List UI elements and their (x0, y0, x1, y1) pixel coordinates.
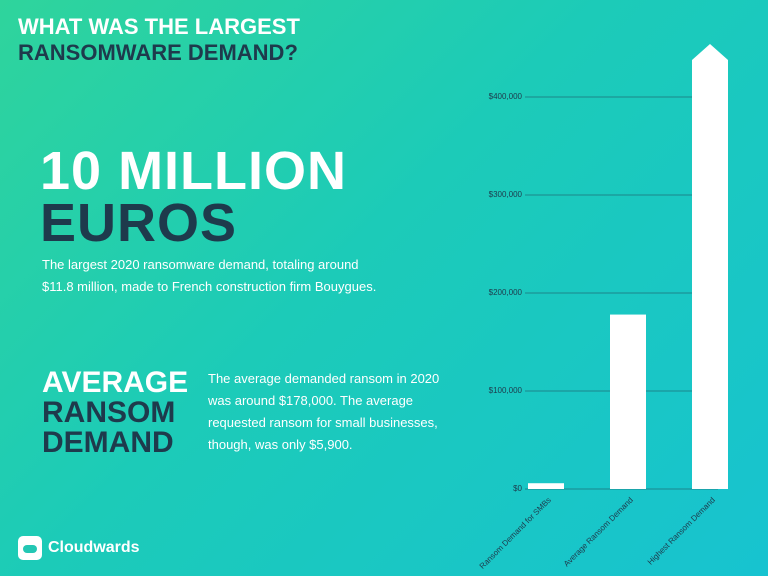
y-tick-label: $300,000 (489, 190, 523, 199)
logo-text: Cloudwards (48, 539, 140, 556)
heading: DEMAND (42, 426, 174, 459)
y-tick-label: $100,000 (489, 386, 523, 395)
plot-area (528, 44, 728, 489)
x-tick-label: Ransom Demand for SMBs (478, 496, 553, 571)
title: WHAT WAS THE LARGEST (18, 14, 300, 39)
logo-icon (18, 536, 42, 560)
y-tick-label: $200,000 (489, 288, 523, 297)
description: The average demanded ransom in 2020 was … (208, 371, 440, 452)
heading: RANSOM (42, 396, 176, 429)
description: The largest 2020 ransomware demand, tota… (42, 257, 377, 294)
x-tick-label: Highest Ransom Demand (646, 496, 717, 567)
big-stat: EUROS (40, 193, 238, 253)
big-stat: 10 MILLION (40, 141, 348, 201)
heading: AVERAGE (42, 366, 189, 399)
bar (610, 314, 646, 489)
y-tick-label: $0 (513, 484, 522, 493)
y-tick-label: $400,000 (489, 92, 523, 101)
x-tick-label: Average Ransom Demand (562, 496, 635, 569)
bar (692, 44, 728, 489)
title: RANSOMWARE DEMAND? (18, 40, 298, 65)
bar (528, 483, 564, 489)
